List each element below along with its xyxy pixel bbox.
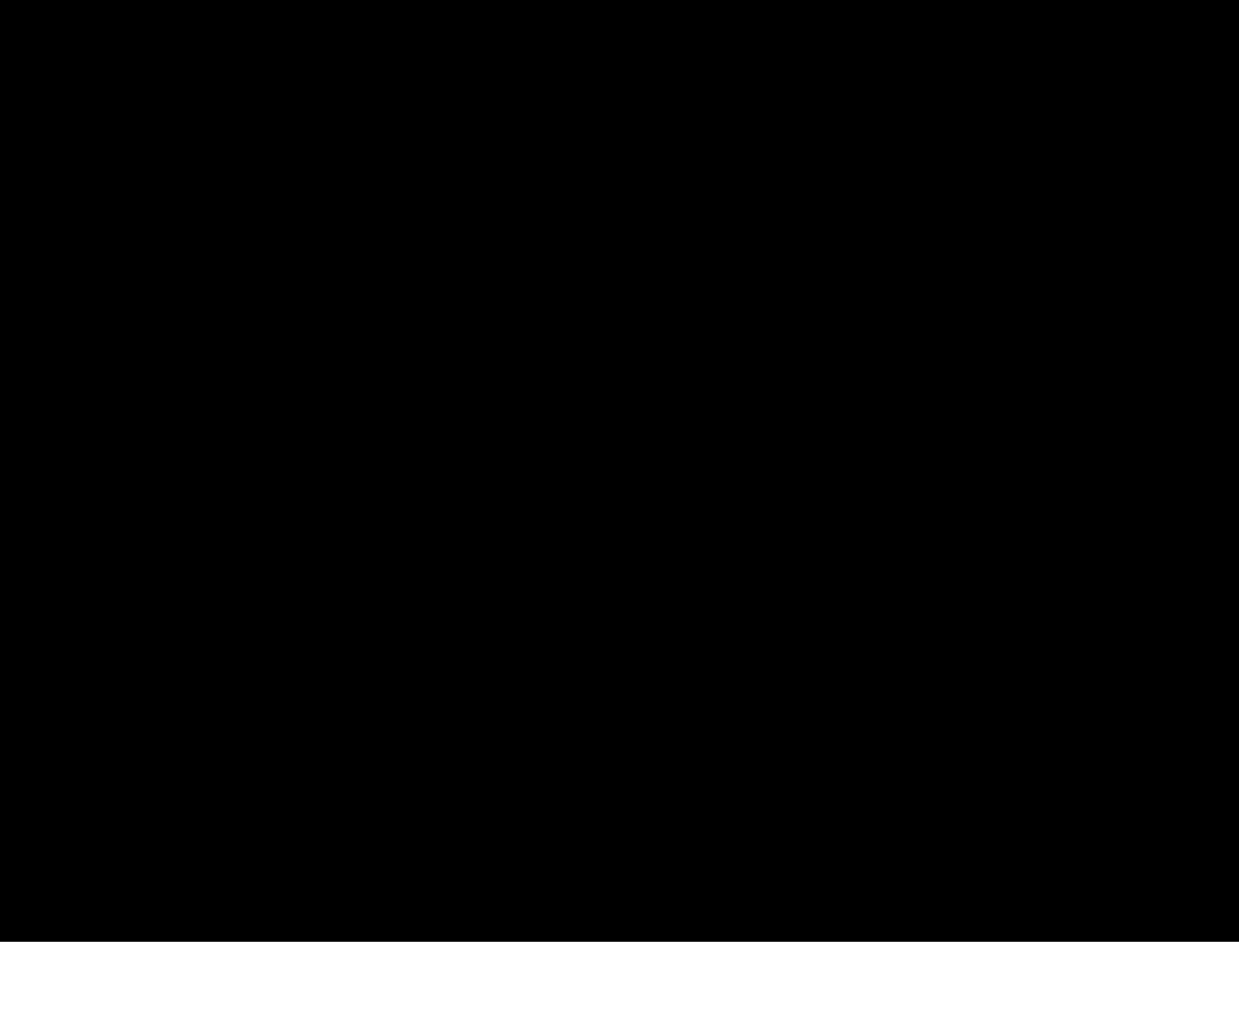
Text: 监控组态软件: 监控组态软件: [378, 548, 449, 566]
Text: OPC
服务
器: OPC 服务 器: [540, 409, 581, 473]
Text: Delphi: Delphi: [343, 478, 421, 501]
Text: 编程与调试软件: 编程与调试软件: [372, 634, 453, 654]
FancyBboxPatch shape: [421, 364, 460, 471]
Text: 以太
网通
讯动
态链
接库: 以太 网通 讯动 态链 接库: [612, 390, 636, 497]
Text: 13: 13: [634, 319, 665, 343]
FancyBboxPatch shape: [601, 364, 648, 522]
FancyBboxPatch shape: [305, 364, 421, 471]
FancyBboxPatch shape: [305, 556, 460, 582]
FancyBboxPatch shape: [305, 642, 460, 668]
Text: 通讯软件: 通讯软件: [577, 316, 624, 334]
FancyBboxPatch shape: [305, 477, 460, 503]
Text: 被控对象仿真软件: 被控对象仿真软件: [366, 348, 460, 366]
Text: OPC
客户
端: OPC 客户 端: [420, 386, 461, 449]
FancyBboxPatch shape: [541, 388, 581, 495]
Text: STEP 7: STEP 7: [338, 643, 426, 667]
Text: 管理软件: 管理软件: [239, 706, 286, 724]
Text: WinCC: WinCC: [341, 557, 424, 580]
Text: 应用软件: 应用软件: [456, 706, 503, 724]
Text: 12: 12: [416, 307, 449, 330]
Text: Simit: Simit: [330, 406, 396, 429]
Text: 11: 11: [275, 324, 306, 349]
